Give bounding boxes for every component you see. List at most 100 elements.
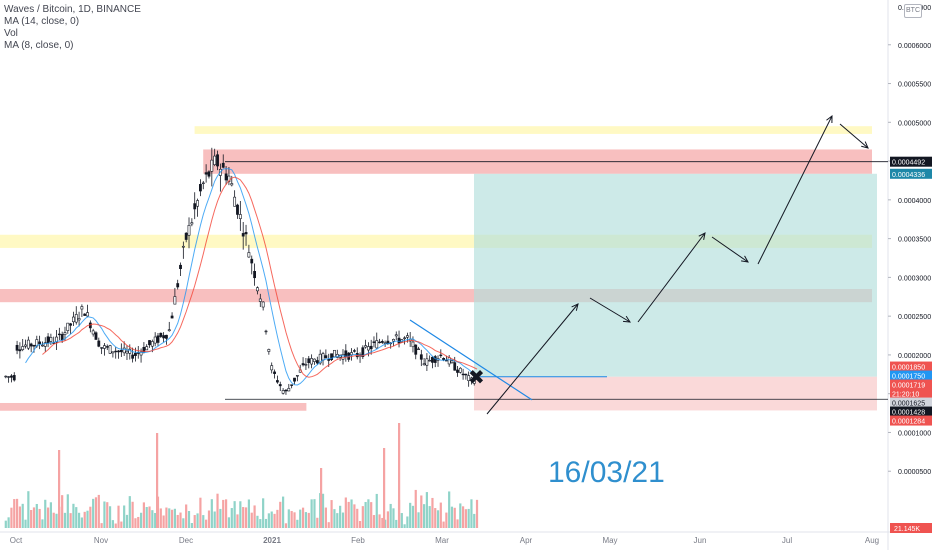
volume-bar [296, 519, 299, 528]
projection-arrow[interactable] [757, 115, 833, 265]
candle-body [439, 354, 443, 357]
volume-bar [259, 519, 262, 528]
candle-body [91, 330, 95, 335]
price-label[interactable] [890, 370, 932, 381]
candle-body [414, 344, 418, 355]
price-label[interactable] [890, 415, 932, 426]
volume-bar [222, 499, 225, 528]
price-label[interactable] [890, 168, 932, 179]
volume-bar [205, 519, 208, 528]
volume-bar [18, 506, 21, 528]
volume-bar [13, 499, 16, 528]
candle-body [364, 345, 368, 348]
projection-arrow[interactable] [486, 303, 579, 415]
candle-body [433, 356, 437, 363]
volume-bar [279, 501, 282, 528]
volume-bar [46, 507, 50, 528]
volume-bar [386, 511, 389, 528]
legend-ma8[interactable]: MA (8, close, 0) [4, 40, 74, 51]
volume-bar [262, 498, 265, 528]
currency-badge[interactable]: BTC [904, 4, 922, 18]
candle-body [403, 337, 407, 339]
candle-body [453, 362, 457, 371]
volume-bar [400, 513, 403, 528]
volume-label[interactable] [890, 523, 932, 533]
volume-bar [24, 519, 27, 528]
projection-arrow[interactable] [839, 123, 869, 149]
candle-body [321, 353, 325, 361]
price-label[interactable] [890, 156, 932, 167]
trendline[interactable] [409, 319, 533, 401]
target-zone[interactable] [474, 173, 877, 377]
volume-bar [392, 508, 395, 528]
projection-arrow[interactable] [711, 236, 749, 263]
candle-body [419, 354, 423, 360]
price-label[interactable] [890, 379, 932, 390]
candle-body [327, 359, 331, 361]
candle-body [411, 341, 415, 348]
volume-bar [97, 494, 100, 528]
volume-bar [103, 501, 106, 528]
candle-body [361, 347, 365, 357]
volume-bar [439, 502, 442, 528]
volume-bar [7, 517, 10, 528]
volume-bar [75, 507, 78, 528]
volume-bar [69, 513, 72, 528]
candle-body [57, 333, 61, 336]
volume-bar [375, 493, 378, 528]
volume-bar [381, 517, 384, 528]
price-label[interactable] [890, 361, 932, 372]
candle-body [159, 332, 163, 337]
chart-legend: Waves / Bitcoin, 1D, BINANCE MA (14, clo… [4, 4, 141, 52]
projection-arrow[interactable] [589, 297, 631, 323]
price-label[interactable] [890, 406, 932, 417]
candle-body [181, 245, 185, 248]
volume-bar [179, 512, 182, 528]
ma14-line[interactable] [42, 176, 478, 378]
volume-bar [336, 513, 339, 528]
legend-ma14[interactable]: MA (14, close, 0) [4, 16, 80, 27]
candle-body [21, 346, 25, 350]
candle-body [153, 336, 157, 344]
volume-bar [38, 508, 41, 528]
projection-arrow[interactable] [637, 232, 706, 323]
candle-body [307, 358, 311, 364]
y-tick-label: 0.0001000 [898, 430, 931, 437]
candle-body [122, 347, 126, 354]
volume-bar [347, 501, 350, 528]
volume-bar [162, 515, 165, 528]
candle-body [369, 345, 373, 350]
candle-body [193, 203, 197, 210]
ma8-line[interactable] [25, 168, 478, 386]
candle-body [422, 363, 426, 366]
volume-bar [32, 507, 36, 528]
candle-body [472, 380, 476, 384]
candle-body [244, 232, 248, 235]
volume-bar [199, 497, 202, 528]
volume-bar [233, 501, 236, 528]
y-tick-label: 0.0005000 [898, 120, 931, 127]
price-label[interactable] [890, 388, 932, 399]
candle-body [392, 339, 395, 342]
volume-bar [94, 497, 98, 528]
volume-bar [282, 496, 285, 528]
x-tick-label: 2021 [263, 536, 281, 545]
volume-bar [134, 518, 137, 528]
red-zone[interactable] [0, 402, 307, 411]
volume-bar [264, 518, 268, 528]
stop-zone[interactable] [474, 376, 877, 411]
volume-bar [461, 506, 465, 528]
candle-body [111, 351, 115, 354]
candle-body [341, 354, 345, 360]
candle-body [26, 339, 30, 349]
legend-volume[interactable]: Vol [4, 28, 18, 39]
y-tick-label: 0.0002500 [898, 314, 931, 321]
legend-title[interactable]: Waves / Bitcoin, 1D, BINANCE [4, 4, 141, 15]
price-label[interactable] [890, 397, 932, 408]
candle-body [264, 330, 268, 333]
yellow-zone[interactable] [194, 126, 873, 134]
volume-bar [227, 517, 231, 528]
candle-body [204, 172, 208, 175]
volume-bar [420, 495, 423, 528]
